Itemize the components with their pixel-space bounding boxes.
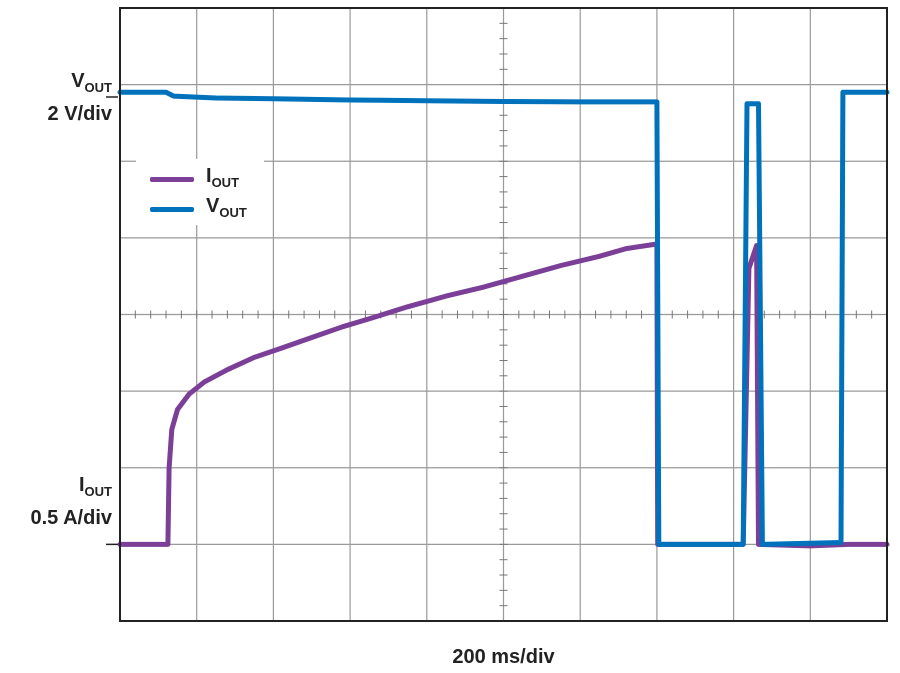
plot-frame	[119, 7, 888, 622]
channel-markers	[106, 96, 118, 546]
legend-item-vout: VOUT	[150, 195, 265, 221]
trace-iout	[117, 241, 890, 549]
vout-label-name: V	[71, 70, 85, 92]
iout-label-name: I	[78, 474, 85, 496]
legend-label-vout: VOUT	[206, 195, 247, 220]
legend-swatch-vout	[150, 207, 194, 212]
vout-channel-label: VOUT 2 V/div	[0, 69, 112, 126]
iout-channel-label: IOUT 0.5 A/div	[0, 473, 112, 530]
traces	[117, 89, 890, 549]
x-axis-label: 200 ms/div	[452, 646, 555, 668]
iout-scale: 0.5 A/div	[30, 507, 112, 529]
legend-item-iout: IOUT	[150, 165, 265, 191]
legend-swatch-iout	[150, 177, 194, 182]
trace-vout	[117, 89, 890, 547]
vout-label-sub: OUT	[84, 80, 112, 95]
legend: IOUT VOUT	[136, 159, 264, 225]
iout-label-sub: OUT	[84, 484, 112, 499]
legend-label-iout: IOUT	[206, 165, 240, 190]
vout-scale: 2 V/div	[47, 103, 112, 125]
